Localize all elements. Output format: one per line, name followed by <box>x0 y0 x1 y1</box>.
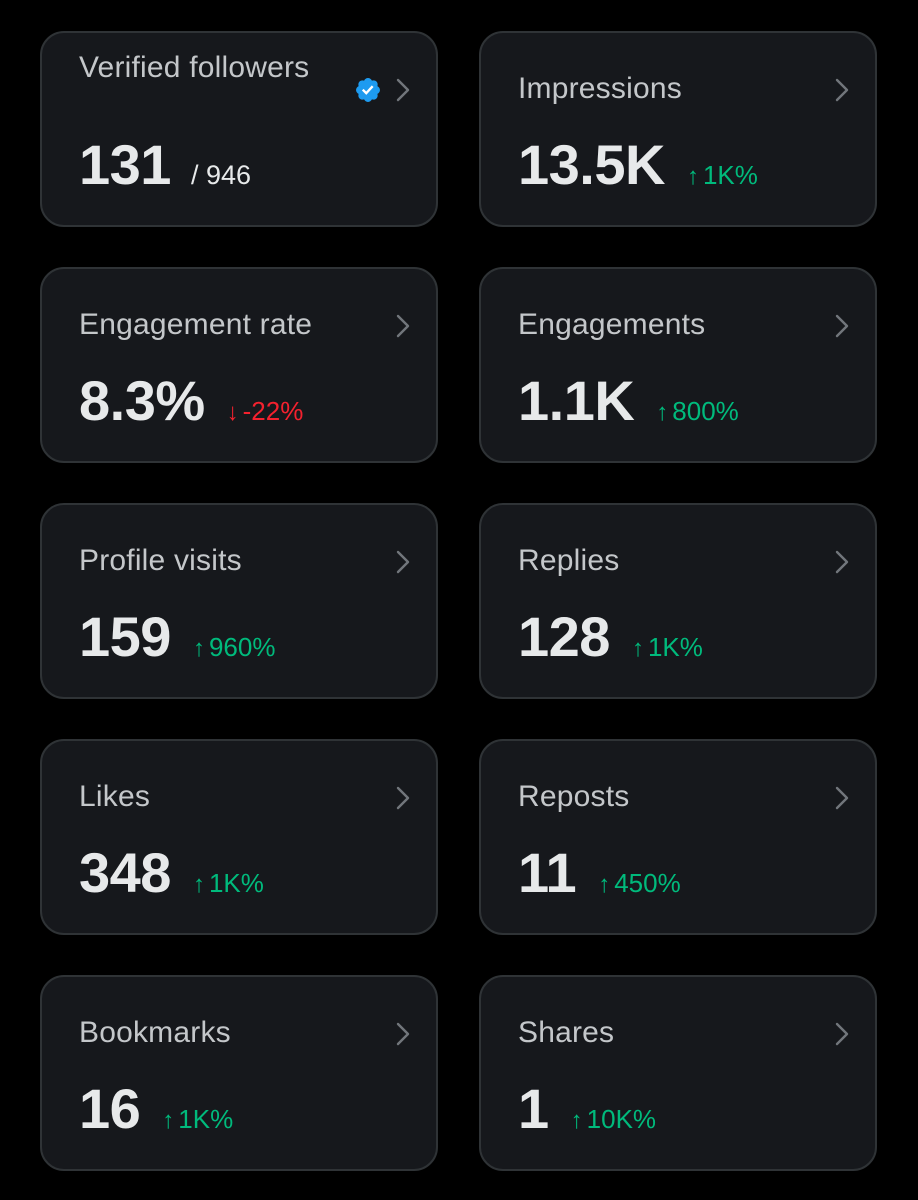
card-label: Bookmarks <box>79 1016 231 1049</box>
verified-badge-icon <box>356 78 380 102</box>
metric-value: 131 <box>79 133 171 196</box>
arrow-up-icon: ↑ <box>162 1107 175 1134</box>
arrow-up-icon: ↑ <box>686 163 699 190</box>
change-indicator: ↓ -22% <box>227 396 304 427</box>
change-indicator: ↑ 10K% <box>571 1104 656 1135</box>
change-value: 960% <box>208 632 276 662</box>
chevron-right-icon <box>835 1022 849 1046</box>
card-label: Shares <box>518 1016 615 1049</box>
card-engagement-rate[interactable]: Engagement rate 8.3% ↓ -22% <box>40 267 438 463</box>
change-value: 1K% <box>178 1104 234 1134</box>
card-label: Reposts <box>518 780 630 813</box>
card-label: Engagements <box>518 308 706 341</box>
metric-value: 128 <box>518 605 610 668</box>
change-value: 800% <box>672 396 739 426</box>
card-reposts[interactable]: Reposts 11 ↑ 450% <box>479 739 877 935</box>
arrow-up-icon: ↑ <box>598 871 611 898</box>
change-indicator: ↑ 1K% <box>632 632 703 663</box>
card-label: Replies <box>518 544 620 577</box>
chevron-right-icon <box>396 78 410 102</box>
metric-value: 1.1K <box>518 369 635 432</box>
value-row: 128 ↑ 1K% <box>518 605 703 675</box>
metric-value: 16 <box>79 1077 141 1140</box>
card-engagements[interactable]: Engagements 1.1K ↑ 800% <box>479 267 877 463</box>
chevron-right-icon <box>835 786 849 810</box>
metric-value: 8.3% <box>79 369 205 432</box>
card-label: Profile visits <box>79 544 242 577</box>
metric-value: 11 <box>518 841 577 904</box>
chevron-right-icon <box>835 78 849 102</box>
change-value: 1K% <box>702 160 758 190</box>
metric-value: 13.5K <box>518 133 665 196</box>
change-indicator: ↑ 1K% <box>687 160 758 191</box>
chevron-right-icon <box>396 1022 410 1046</box>
card-label: Likes <box>79 780 151 813</box>
card-impressions[interactable]: Impressions 13.5K ↑ 1K% <box>479 31 877 227</box>
card-bookmarks[interactable]: Bookmarks 16 ↑ 1K% <box>40 975 438 1171</box>
chevron-right-icon <box>835 550 849 574</box>
card-label: Engagement rate <box>79 308 313 341</box>
value-row: 159 ↑ 960% <box>79 605 275 675</box>
arrow-up-icon: ↑ <box>631 635 644 662</box>
arrow-down-icon: ↓ <box>226 399 239 426</box>
value-row: 11 ↑ 450% <box>518 841 681 911</box>
change-indicator: ↑ 450% <box>598 868 681 899</box>
card-likes[interactable]: Likes 348 ↑ 1K% <box>40 739 438 935</box>
value-row: 348 ↑ 1K% <box>79 841 264 911</box>
metric-value: 348 <box>79 841 171 904</box>
metric-value: 1 <box>518 1077 549 1140</box>
value-row: 13.5K ↑ 1K% <box>518 133 758 203</box>
change-indicator: ↑ 1K% <box>162 1104 233 1135</box>
change-indicator: ↑ 800% <box>656 396 739 427</box>
change-value: 10K% <box>586 1104 657 1134</box>
metric-value: 159 <box>79 605 171 668</box>
card-label: Verified followers <box>79 51 310 84</box>
chevron-right-icon <box>396 314 410 338</box>
card-shares[interactable]: Shares 1 ↑ 10K% <box>479 975 877 1171</box>
change-indicator: ↑ 1K% <box>193 868 264 899</box>
value-row: 131 / 946 <box>79 133 251 203</box>
value-row: 1.1K ↑ 800% <box>518 369 739 439</box>
arrow-up-icon: ↑ <box>192 635 205 662</box>
chevron-right-icon <box>835 314 849 338</box>
change-indicator: ↑ 960% <box>193 632 276 663</box>
value-row: 1 ↑ 10K% <box>518 1077 656 1147</box>
change-value: -22% <box>242 396 304 426</box>
change-value: 1K% <box>647 632 703 662</box>
metric-total: / 946 <box>190 160 251 190</box>
card-verified-followers[interactable]: Verified followers 131 / 946 <box>40 31 438 227</box>
chevron-right-icon <box>396 550 410 574</box>
card-profile-visits[interactable]: Profile visits 159 ↑ 960% <box>40 503 438 699</box>
change-value: 1K% <box>208 868 264 898</box>
change-value: 450% <box>614 868 681 898</box>
arrow-up-icon: ↑ <box>570 1107 583 1134</box>
arrow-up-icon: ↑ <box>192 871 205 898</box>
chevron-right-icon <box>396 786 410 810</box>
value-row: 8.3% ↓ -22% <box>79 369 303 439</box>
arrow-up-icon: ↑ <box>656 399 669 426</box>
card-replies[interactable]: Replies 128 ↑ 1K% <box>479 503 877 699</box>
value-row: 16 ↑ 1K% <box>79 1077 233 1147</box>
card-label: Impressions <box>518 72 682 105</box>
